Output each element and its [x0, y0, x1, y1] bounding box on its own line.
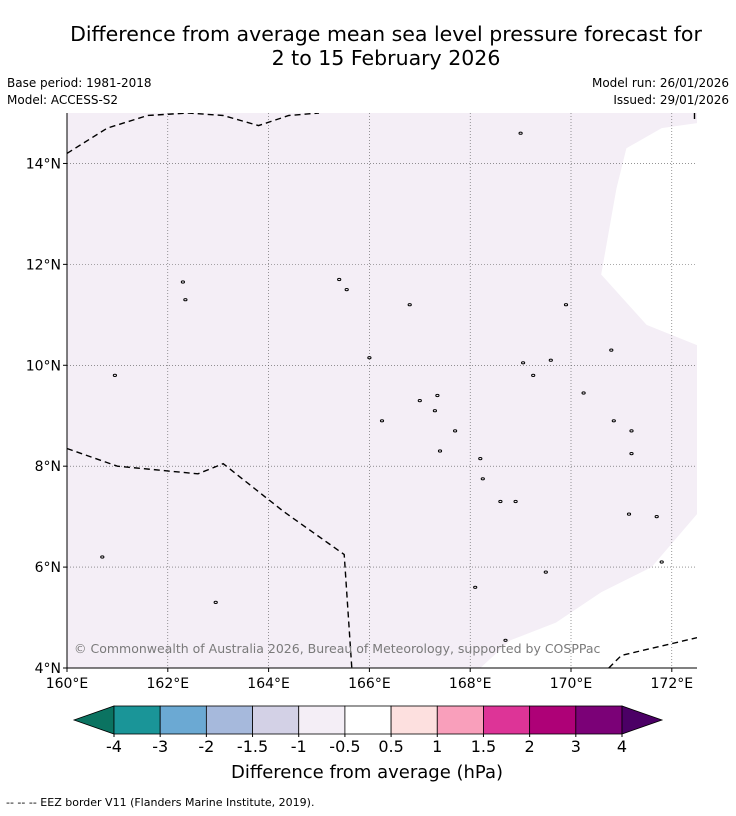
x-tick-label: 160°E: [46, 676, 89, 692]
island-outline: [417, 399, 422, 403]
colorbar-box: [575, 705, 623, 735]
eez-legend-footer: -- -- -- EEZ border V11 (Flanders Marine…: [6, 796, 315, 809]
island-outline: [548, 358, 553, 362]
colorbar-tick-label: 0.5: [378, 737, 403, 756]
island-outline: [213, 600, 218, 605]
island-outline: [659, 560, 664, 564]
island-outline: [367, 356, 372, 360]
island-outline: [432, 409, 437, 413]
colorbar-box: [390, 705, 438, 735]
issued-date: Issued: 29/01/2026: [613, 93, 729, 107]
y-tick-label: 4°N: [35, 661, 61, 677]
colorbar-tick-label: -3: [152, 737, 168, 756]
colorbar-tick-label: -0.5: [329, 737, 360, 756]
copyright-notice: © Commonwealth of Australia 2026, Bureau…: [74, 641, 600, 656]
island-outline: [112, 373, 118, 377]
colorbar-tick-label: -1.5: [237, 737, 268, 756]
model-name: Model: ACCESS-S2: [7, 93, 119, 107]
colorbar-box: [298, 705, 346, 735]
island-outline: [379, 419, 385, 423]
island-outline: [437, 449, 443, 453]
island-outline: [180, 280, 185, 284]
y-tick-label: 8°N: [35, 459, 61, 475]
colorbar-tick-label: -1: [291, 737, 307, 756]
plot-area: [67, 113, 697, 668]
island-outline: [611, 419, 616, 423]
x-tick-label: 166°E: [348, 676, 391, 692]
chart-title: Difference from average mean sea level p…: [0, 22, 736, 70]
island-outline: [629, 452, 634, 456]
colorbar-tick-label: 1.5: [471, 737, 496, 756]
x-tick-label: 172°E: [651, 676, 694, 692]
meta-left: Base period: 1981-2018 Model: ACCESS-S2: [7, 75, 152, 109]
x-tick-label: 162°E: [147, 676, 190, 692]
title-line-1: Difference from average mean sea level p…: [70, 22, 702, 46]
eez-border-line: [67, 447, 353, 668]
colorbar-tick-label: -4: [106, 737, 122, 756]
island-outline: [531, 373, 536, 377]
title-line-2: 2 to 15 February 2026: [271, 46, 501, 70]
colorbar-tick-label: -2: [198, 737, 214, 756]
pressure-anomaly-fill: [67, 113, 697, 668]
colorbar-box: [344, 705, 392, 735]
colorbar-tick-label: 2: [525, 737, 535, 756]
island-outline: [478, 457, 483, 461]
colorbar-tick-label: 3: [571, 737, 581, 756]
island-outline: [609, 348, 614, 352]
colorbar: -4 -3 -2 -1.5 -1 -0.5 0.5 1 1.5 2 3 4: [72, 705, 664, 756]
colorbar-box: [436, 705, 484, 735]
y-axis-ticks: 14°N 12°N 10°N 8°N 6°N 4°N: [26, 113, 68, 677]
gridlines: [67, 113, 697, 668]
colorbar-box: [113, 705, 161, 735]
colorbar-tick-label: 4: [617, 737, 627, 756]
colorbar-label: Difference from average (hPa): [231, 762, 503, 783]
island-outline: [518, 131, 523, 135]
colorbar-box: [205, 705, 253, 735]
colorbar-box: [529, 705, 577, 735]
eez-border-line: [608, 637, 697, 668]
x-tick-label: 168°E: [449, 676, 492, 692]
island-outline: [521, 361, 526, 365]
island-outline: [100, 555, 105, 559]
model-run: Model run: 26/01/2026: [591, 76, 729, 90]
island-outline: [480, 477, 485, 481]
colorbar-tick-label: 1: [432, 737, 442, 756]
island-outline: [581, 391, 586, 395]
island-outline: [453, 429, 458, 433]
island-outline: [654, 515, 659, 519]
island-outline: [337, 277, 342, 282]
meta-right: Model run: 26/01/2026 Issued: 29/01/2026: [592, 75, 729, 109]
colorbar-box: [252, 705, 300, 735]
island-outline: [563, 303, 569, 307]
eez-borders: [67, 113, 697, 668]
island-outline: [183, 298, 188, 302]
colorbar-extend-high: [621, 705, 664, 735]
colorbar-box: [159, 705, 207, 735]
x-axis-ticks: 160°E 162°E 164°E 166°E 168°E 170°E 172°E: [46, 667, 697, 692]
y-tick-label: 14°N: [26, 156, 61, 172]
island-outline: [626, 512, 632, 516]
neutral-anomaly-region: [480, 123, 697, 668]
island-outline: [498, 499, 503, 504]
island-outline: [473, 585, 478, 589]
colorbar-extend-low: [72, 705, 115, 735]
islands: [100, 131, 664, 642]
y-tick-label: 10°N: [26, 358, 61, 374]
x-tick-label: 170°E: [550, 676, 593, 692]
island-outline: [503, 638, 508, 642]
island-outline: [344, 288, 349, 292]
island-outline: [513, 499, 518, 504]
island-outline: [407, 303, 412, 307]
island-outline: [543, 570, 548, 574]
y-tick-label: 12°N: [26, 257, 61, 273]
x-tick-label: 164°E: [247, 676, 290, 692]
island-outline: [435, 393, 440, 398]
island-outline: [629, 429, 634, 433]
colorbar-box: [483, 705, 531, 735]
y-tick-label: 6°N: [35, 560, 61, 576]
eez-border-line: [67, 113, 320, 154]
base-period: Base period: 1981-2018: [7, 76, 152, 90]
